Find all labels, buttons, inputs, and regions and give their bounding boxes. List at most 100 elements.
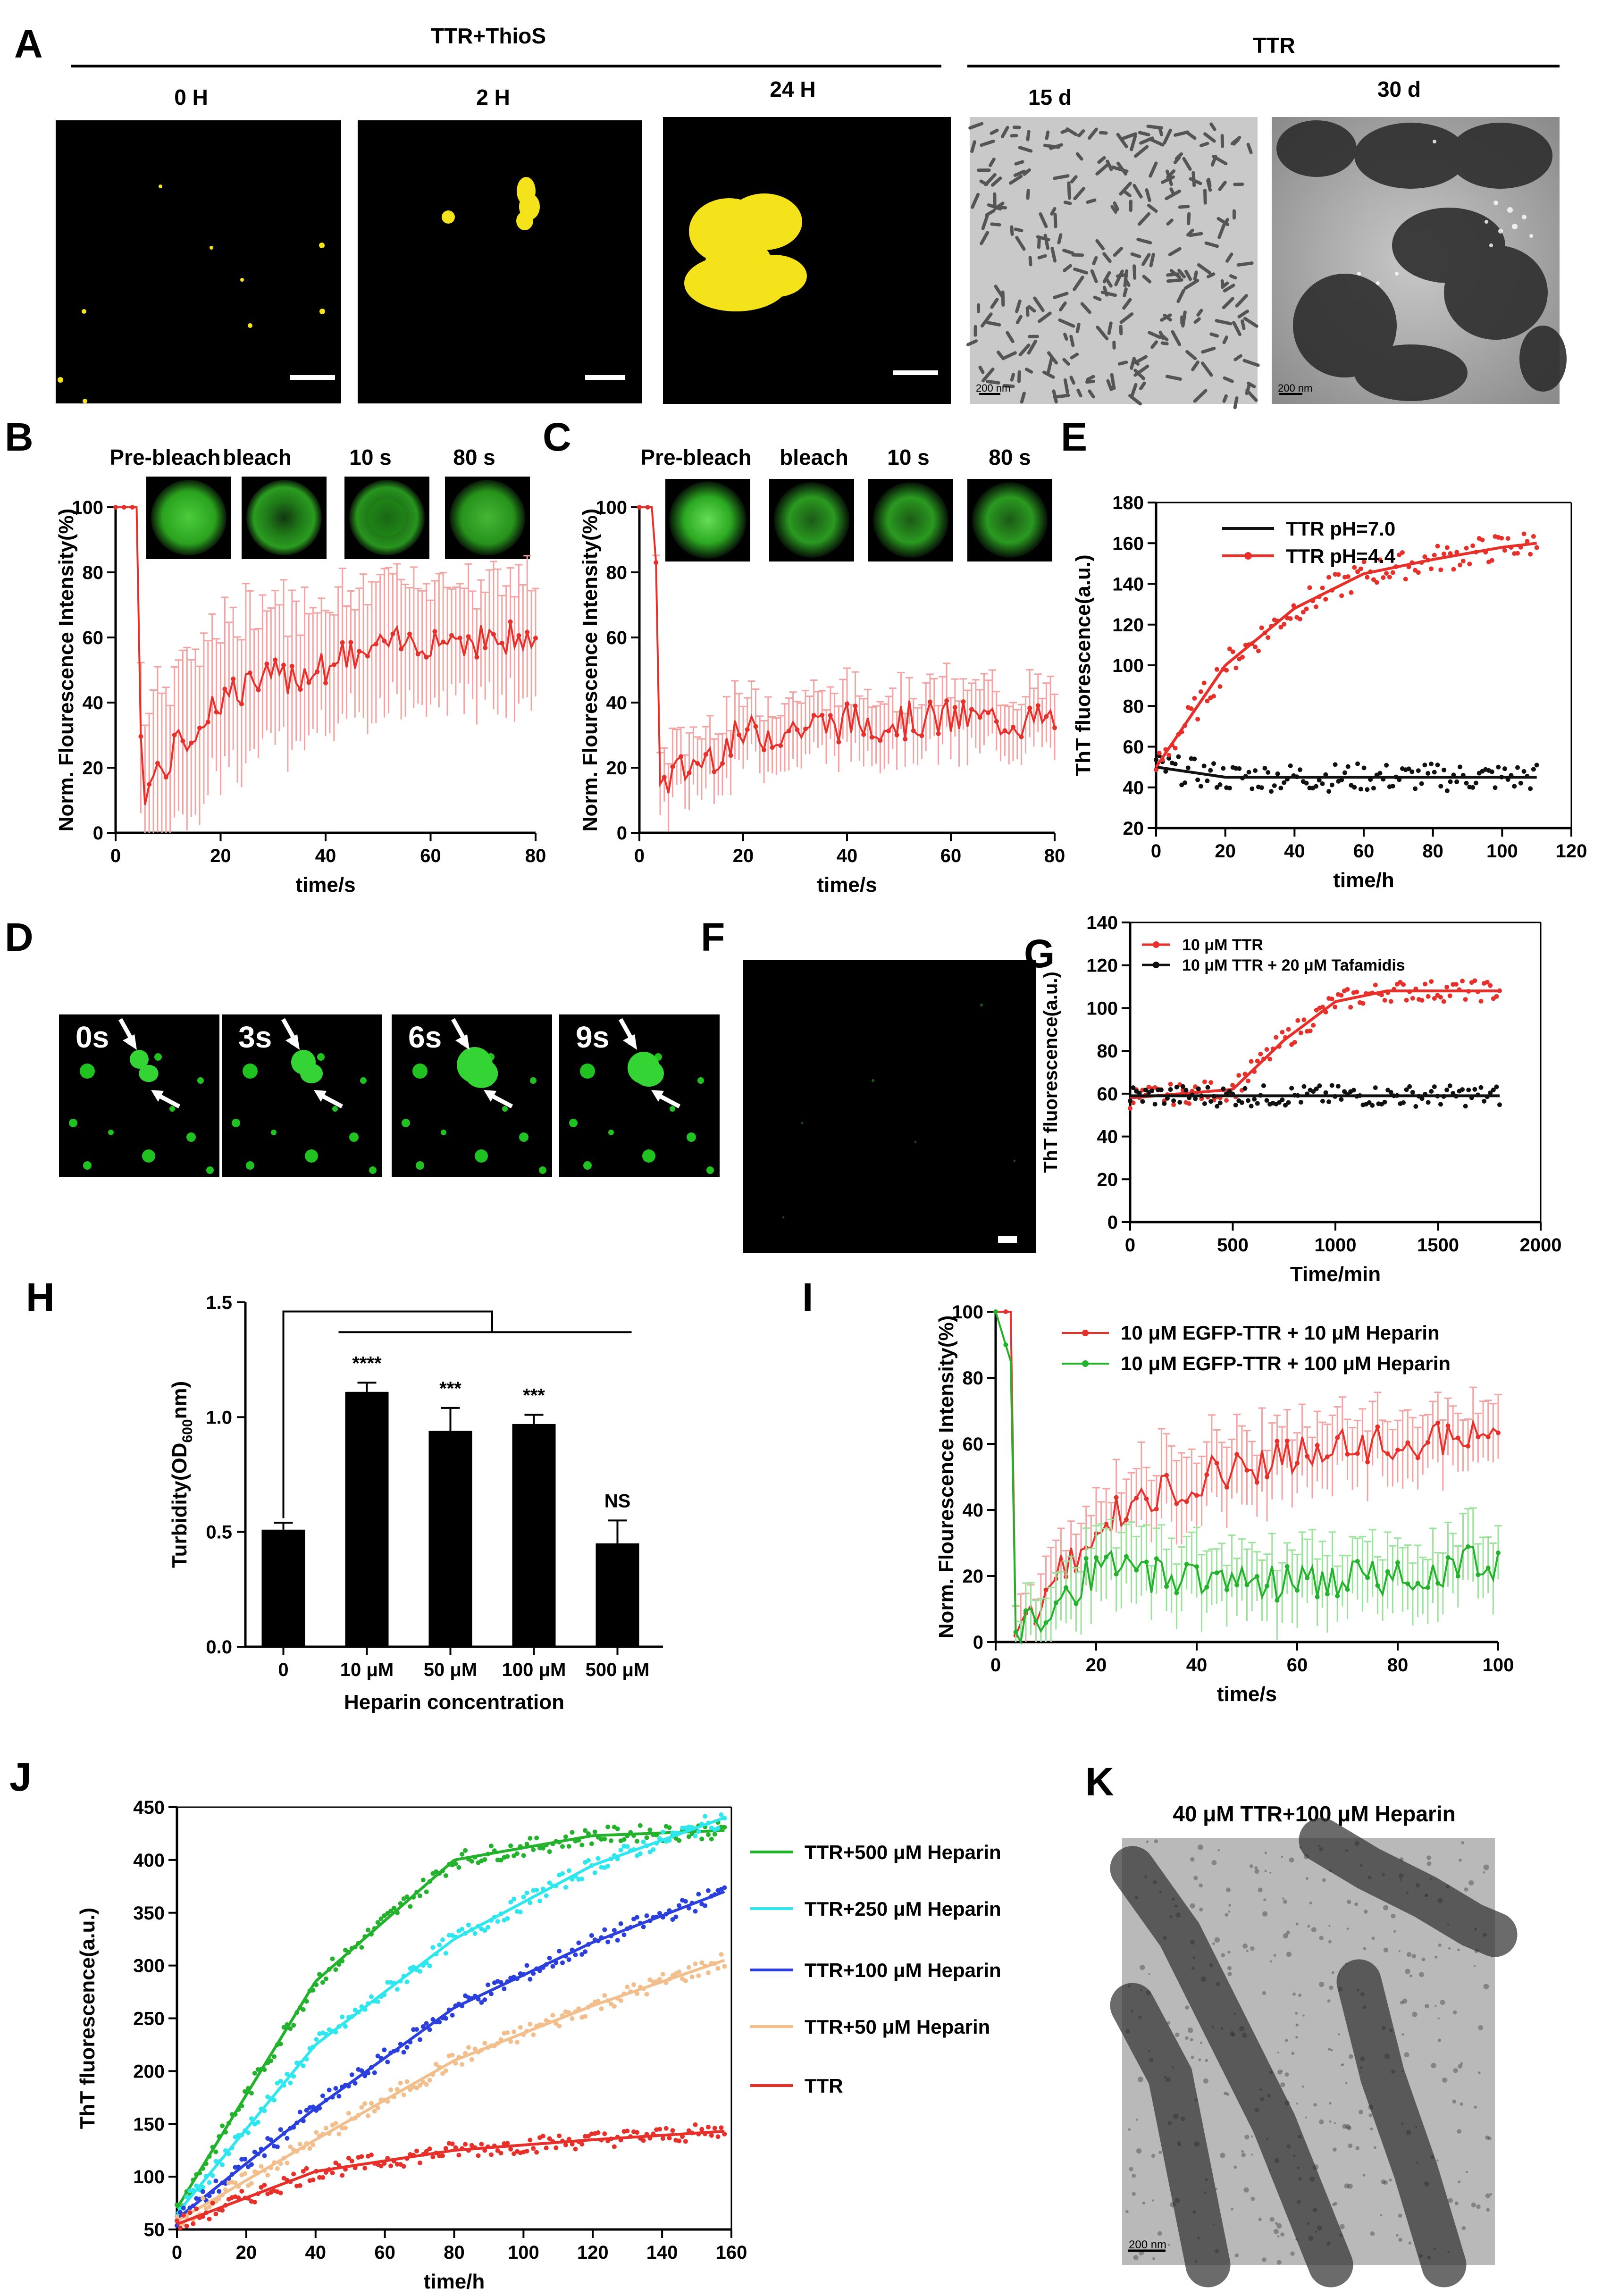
data-point xyxy=(1435,544,1440,549)
data-point xyxy=(1304,780,1309,786)
data-point xyxy=(505,2030,510,2035)
data-point xyxy=(1342,770,1347,775)
data-point xyxy=(641,1839,646,1844)
grain xyxy=(1357,1989,1359,1992)
data-point xyxy=(709,1836,714,1842)
grain xyxy=(1172,2066,1174,2069)
data-point xyxy=(348,640,353,645)
grain xyxy=(1313,2164,1319,2170)
data-point xyxy=(1162,1101,1167,1106)
data-point xyxy=(1259,625,1264,630)
grain xyxy=(1412,2011,1418,2017)
grain xyxy=(1295,2036,1298,2039)
data-point xyxy=(712,1832,717,1837)
grain xyxy=(1447,2251,1450,2254)
grain xyxy=(1132,2173,1136,2178)
data-point xyxy=(696,1892,701,1897)
fibril xyxy=(1114,269,1124,286)
data-point xyxy=(1339,1097,1344,1102)
data-point xyxy=(1428,566,1434,571)
arrow-head xyxy=(151,1090,164,1102)
data-point xyxy=(1083,1556,1089,1561)
grain xyxy=(1426,1855,1431,1860)
fibril xyxy=(1133,369,1146,380)
data-point xyxy=(1224,1484,1229,1490)
data-point xyxy=(683,2139,688,2144)
grain xyxy=(1333,2147,1337,2152)
fibril xyxy=(1149,137,1165,147)
y-tick-label: 80 xyxy=(1123,696,1144,717)
data-point xyxy=(1451,567,1456,572)
data-point xyxy=(1244,1468,1250,1473)
data-point xyxy=(441,639,446,645)
data-point xyxy=(1174,1084,1179,1089)
data-point xyxy=(472,2046,478,2052)
data-point xyxy=(1505,536,1510,541)
grain xyxy=(1286,1952,1292,1957)
data-point xyxy=(375,1920,380,1925)
grain xyxy=(1167,2121,1172,2126)
data-point xyxy=(449,633,454,638)
fibril xyxy=(990,176,1002,187)
fibril xyxy=(1110,165,1129,173)
fibril xyxy=(1047,357,1053,374)
y-tick-label: 60 xyxy=(1097,1084,1118,1105)
grain xyxy=(1211,1860,1217,1865)
data-point xyxy=(1534,763,1539,768)
data-point xyxy=(1289,1086,1294,1091)
fibril xyxy=(993,201,1005,210)
data-point xyxy=(498,1858,503,1863)
grain xyxy=(1192,1956,1195,1959)
grain xyxy=(1198,2058,1201,2061)
data-point xyxy=(463,2142,468,2147)
fibril xyxy=(1134,145,1149,158)
data-point xyxy=(1208,1080,1214,1085)
grain xyxy=(1345,1849,1348,1852)
data-point xyxy=(1202,1101,1207,1106)
data-point xyxy=(554,2145,559,2150)
fibril xyxy=(1191,171,1196,187)
data-point xyxy=(657,2127,662,2132)
data-point xyxy=(994,719,999,724)
data-point xyxy=(1194,1564,1199,1569)
data-point xyxy=(1448,551,1453,556)
data-point xyxy=(1019,734,1024,739)
data-point xyxy=(531,1847,536,1852)
droplet xyxy=(416,1161,424,1170)
fibril xyxy=(1095,239,1105,251)
grain xyxy=(1438,1943,1442,1947)
data-point xyxy=(456,1865,461,1870)
data-point xyxy=(1204,1472,1209,1477)
data-point xyxy=(524,1842,529,1847)
data-point xyxy=(1254,1574,1259,1579)
droplet xyxy=(502,1106,508,1112)
grain xyxy=(1200,1976,1206,1982)
data-point xyxy=(1052,725,1057,730)
panel-d-letter: D xyxy=(5,915,34,959)
data-point xyxy=(388,2163,394,2169)
data-point xyxy=(1215,1104,1220,1109)
data-point xyxy=(460,2062,465,2067)
data-point xyxy=(557,2023,562,2028)
data-point xyxy=(508,2146,513,2152)
data-point xyxy=(1189,706,1194,711)
grain xyxy=(1199,1883,1203,1888)
grain xyxy=(1305,2116,1307,2119)
data-point xyxy=(1124,1554,1129,1559)
grain xyxy=(1389,2179,1392,2182)
data-point xyxy=(453,1861,458,1866)
data-point xyxy=(404,1894,410,1900)
fibril xyxy=(1110,205,1118,214)
data-point xyxy=(1202,1079,1207,1084)
data-point xyxy=(398,2080,403,2086)
data-point xyxy=(297,2183,302,2188)
data-point xyxy=(683,1899,688,1904)
grain xyxy=(1269,1871,1272,1874)
grain xyxy=(1342,2063,1344,2066)
grain xyxy=(1295,2238,1298,2241)
data-point xyxy=(1435,1581,1441,1586)
fit-line-3 xyxy=(176,1959,725,2222)
grain xyxy=(1254,1866,1258,1869)
fibril xyxy=(1037,254,1047,260)
